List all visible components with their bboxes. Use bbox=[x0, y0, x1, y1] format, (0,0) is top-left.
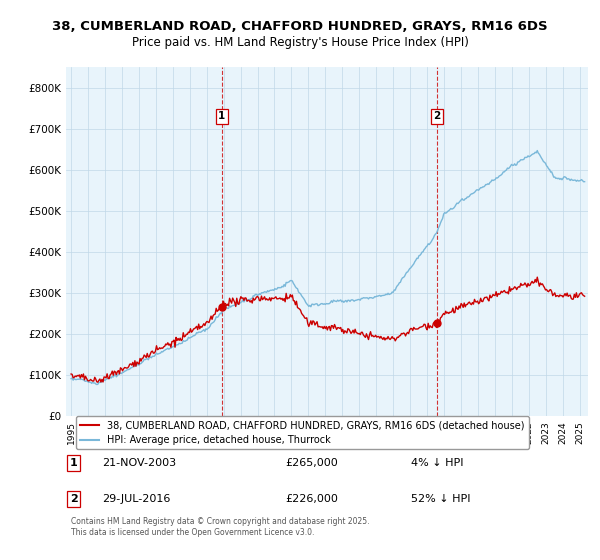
Point bbox=[217, 303, 227, 312]
Text: 2: 2 bbox=[433, 111, 440, 122]
Text: 1: 1 bbox=[218, 111, 226, 122]
Text: 21-NOV-2003: 21-NOV-2003 bbox=[103, 458, 176, 468]
Legend: 38, CUMBERLAND ROAD, CHAFFORD HUNDRED, GRAYS, RM16 6DS (detached house), HPI: Av: 38, CUMBERLAND ROAD, CHAFFORD HUNDRED, G… bbox=[76, 416, 529, 449]
Text: 4% ↓ HPI: 4% ↓ HPI bbox=[410, 458, 463, 468]
Text: £265,000: £265,000 bbox=[285, 458, 338, 468]
Text: £226,000: £226,000 bbox=[285, 494, 338, 504]
Text: 2: 2 bbox=[70, 494, 78, 504]
Text: 52% ↓ HPI: 52% ↓ HPI bbox=[410, 494, 470, 504]
Text: 1: 1 bbox=[70, 458, 78, 468]
Text: Price paid vs. HM Land Registry's House Price Index (HPI): Price paid vs. HM Land Registry's House … bbox=[131, 36, 469, 49]
Text: 38, CUMBERLAND ROAD, CHAFFORD HUNDRED, GRAYS, RM16 6DS: 38, CUMBERLAND ROAD, CHAFFORD HUNDRED, G… bbox=[52, 20, 548, 32]
Text: Contains HM Land Registry data © Crown copyright and database right 2025.
This d: Contains HM Land Registry data © Crown c… bbox=[71, 517, 370, 537]
Point bbox=[432, 319, 442, 328]
Text: 29-JUL-2016: 29-JUL-2016 bbox=[103, 494, 171, 504]
